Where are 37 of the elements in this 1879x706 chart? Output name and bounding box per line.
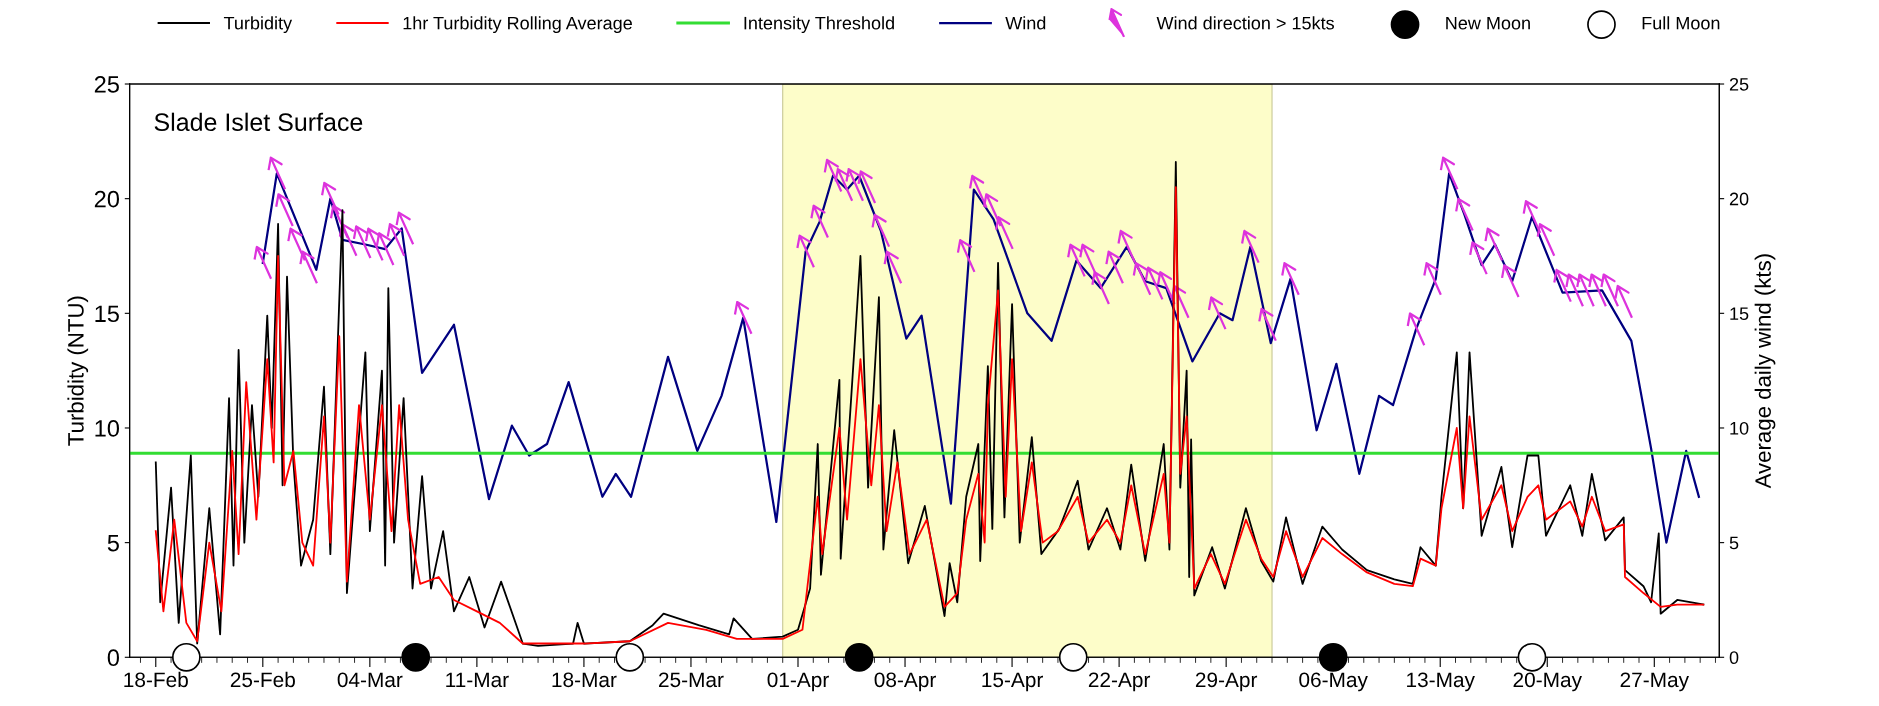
y2-tick-label: 15 (1730, 307, 1749, 321)
x-tick-label: 25-Mar (659, 672, 724, 688)
legend-label: Wind direction > 15kts (1156, 16, 1334, 30)
x-tick-label: 06-May (1299, 672, 1368, 692)
x-tick-label: 20-May (1513, 672, 1582, 692)
legend-label: Turbidity (223, 16, 293, 34)
y-tick-label: 15 (95, 305, 119, 323)
x-tick-label: 22-Apr (1088, 672, 1151, 692)
y2-tick-label: 20 (1729, 192, 1749, 206)
y-axis-title: Turbidity (NTU) (67, 296, 89, 446)
y2-tick-label: 5 (1729, 536, 1739, 550)
x-tick-label: 11-Mar (446, 672, 509, 688)
y-tick-label: 5 (107, 534, 119, 552)
y-tick-label: 10 (95, 420, 120, 437)
y-tick-label: 25 (94, 76, 119, 93)
legend-label: New Moon (1446, 16, 1530, 30)
x-tick-label: 25-Feb (230, 671, 295, 688)
y2-tick-label: 10 (1730, 421, 1749, 435)
legend-label: Full Moon (1642, 16, 1720, 30)
y-tick-label: 20 (94, 190, 120, 208)
y2-axis-title: Average daily wind (kts) (1754, 254, 1776, 489)
x-tick-label: 13-May (1407, 672, 1475, 692)
legend-label: Intensity Threshold (744, 16, 894, 34)
legend-label: Wind (1005, 16, 1046, 30)
y-tick-label: 0 (107, 649, 120, 667)
text: Slade Islet Surface (154, 112, 363, 132)
x-tick-label: 29-Apr (1195, 672, 1258, 692)
x-tick-label: 08-Apr (874, 672, 936, 692)
x-tick-label: 27-May (1620, 672, 1689, 692)
x-tick-label: 15-Apr (982, 672, 1043, 692)
y2-tick-label: 25 (1729, 77, 1749, 91)
x-tick-label: 18-Feb (124, 671, 188, 688)
x-tick-label: 18-Mar (552, 672, 617, 688)
y2-tick-label: 0 (1729, 651, 1739, 665)
x-tick-label: 01-Apr (767, 672, 829, 692)
x-tick-label: 04-Mar (337, 672, 403, 688)
legend-label: 1hr Turbidity Rolling Average (403, 16, 632, 34)
